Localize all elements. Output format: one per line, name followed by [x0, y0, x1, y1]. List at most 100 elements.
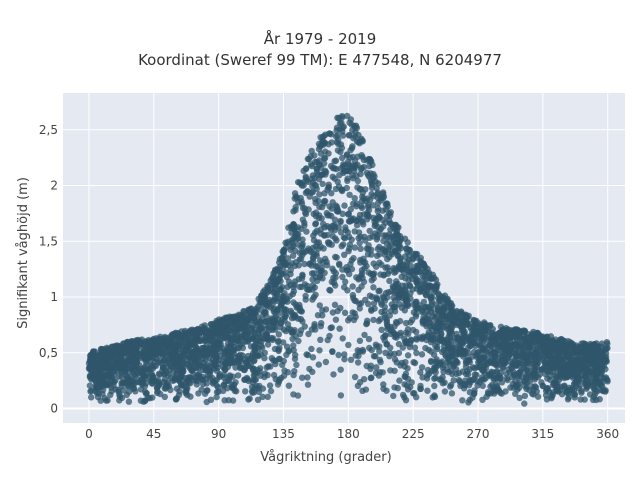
data-point — [220, 345, 227, 352]
data-point — [551, 364, 558, 371]
y-tick-label: 0,5 — [39, 346, 58, 360]
data-point — [382, 289, 390, 297]
data-point — [448, 390, 456, 397]
data-point — [432, 301, 439, 308]
data-point — [530, 357, 538, 364]
data-point — [186, 374, 193, 381]
data-point — [413, 278, 420, 286]
data-point — [332, 316, 340, 323]
data-point — [275, 275, 283, 283]
data-point — [552, 347, 559, 354]
data-point — [448, 307, 455, 314]
data-point — [315, 361, 322, 368]
data-point — [224, 319, 232, 327]
data-point — [336, 325, 343, 332]
data-point — [292, 301, 299, 308]
data-point — [283, 273, 291, 281]
data-point — [261, 349, 268, 356]
data-point — [397, 329, 404, 337]
data-point — [367, 365, 374, 373]
data-point — [395, 349, 403, 357]
data-point — [387, 212, 394, 219]
data-point — [336, 260, 343, 267]
data-point — [356, 305, 363, 312]
data-point — [215, 356, 222, 364]
data-point — [507, 343, 514, 350]
data-point — [280, 357, 287, 365]
data-point — [264, 341, 272, 348]
data-point — [479, 396, 486, 403]
data-point — [346, 119, 353, 126]
data-point — [396, 300, 403, 308]
data-point — [307, 260, 314, 267]
data-point — [308, 326, 316, 333]
data-point — [413, 328, 420, 336]
data-point — [392, 318, 400, 326]
data-point — [202, 343, 210, 350]
data-point — [290, 288, 298, 295]
data-point — [87, 355, 94, 362]
data-point — [351, 297, 358, 304]
data-point — [88, 394, 95, 401]
data-point — [415, 262, 422, 269]
data-point — [164, 344, 171, 351]
data-point — [404, 352, 412, 359]
y-axis-title: Signifikant våghöjd (m) — [16, 177, 31, 329]
data-point — [331, 216, 339, 223]
data-point — [423, 336, 430, 344]
x-tick-label: 135 — [272, 427, 295, 441]
data-point — [334, 208, 341, 215]
data-point — [523, 373, 530, 381]
data-point — [343, 184, 350, 192]
data-point — [202, 349, 209, 357]
data-point — [350, 165, 357, 172]
data-point — [359, 387, 366, 394]
data-point — [351, 157, 359, 164]
data-point — [406, 246, 413, 254]
data-point — [446, 352, 453, 359]
data-point — [345, 248, 352, 255]
data-point — [169, 349, 176, 356]
data-point — [467, 379, 474, 386]
data-point — [324, 223, 331, 230]
data-point — [335, 351, 342, 359]
data-point — [556, 386, 564, 394]
data-point — [370, 214, 377, 222]
data-point — [334, 114, 341, 122]
data-point — [316, 302, 323, 309]
data-point — [428, 326, 435, 333]
data-point — [132, 388, 139, 395]
data-point — [302, 189, 310, 197]
data-point — [331, 221, 338, 229]
data-point — [211, 352, 219, 360]
data-point — [515, 369, 522, 377]
data-point — [289, 252, 297, 259]
data-point — [529, 330, 536, 338]
data-point — [358, 217, 365, 224]
data-point — [141, 352, 148, 360]
data-point — [376, 287, 383, 294]
data-point — [441, 388, 449, 395]
data-point — [356, 239, 363, 247]
data-point — [337, 141, 345, 148]
data-point — [420, 298, 428, 306]
data-point — [280, 339, 287, 346]
data-point — [256, 327, 263, 334]
data-point — [203, 387, 210, 394]
data-point — [521, 335, 528, 342]
data-point — [386, 277, 393, 285]
data-point — [418, 364, 426, 371]
data-point — [288, 260, 295, 267]
data-point — [346, 314, 354, 322]
data-point — [415, 304, 423, 312]
data-point — [305, 286, 312, 293]
data-point — [207, 330, 214, 337]
data-point — [247, 305, 254, 313]
data-point — [328, 205, 335, 212]
data-point — [489, 329, 496, 336]
data-point — [313, 252, 320, 259]
data-point — [374, 231, 382, 239]
data-point — [161, 339, 169, 346]
data-point — [402, 287, 409, 294]
data-point — [347, 206, 354, 213]
